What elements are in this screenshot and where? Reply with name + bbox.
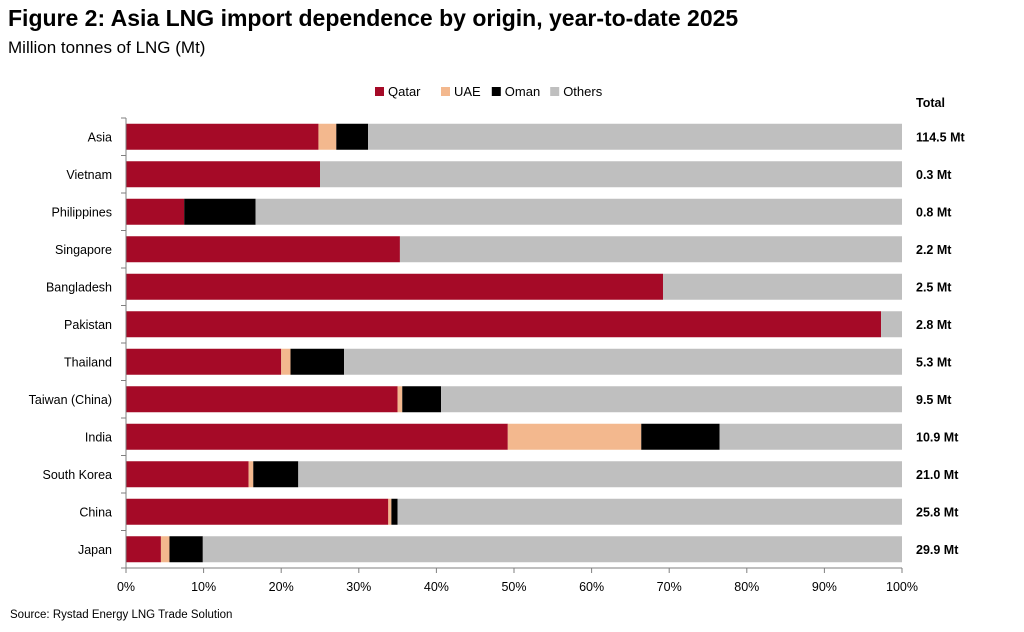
bar-south-korea-others: [298, 461, 903, 488]
bar-bangladesh-qatar: [126, 273, 663, 300]
total-label-philippines: 0.8 Mt: [916, 205, 952, 219]
x-tick-label-50: 50%: [501, 580, 526, 594]
total-label-bangladesh: 2.5 Mt: [916, 280, 952, 294]
bar-india-oman: [641, 423, 720, 450]
x-tick-label-90: 90%: [812, 580, 837, 594]
category-label-singapore: Singapore: [55, 243, 112, 257]
bar-japan-others: [202, 536, 903, 563]
bar-south-korea-uae: [248, 461, 254, 488]
x-tick-label-80: 80%: [734, 580, 759, 594]
total-label-japan: 29.9 Mt: [916, 543, 959, 557]
total-label-china: 25.8 Mt: [916, 505, 959, 519]
category-label-south-korea: South Korea: [43, 468, 113, 482]
bar-india-others: [719, 423, 902, 450]
bar-singapore-qatar: [126, 236, 400, 263]
x-tick-label-60: 60%: [579, 580, 604, 594]
bar-philippines-qatar: [126, 198, 185, 225]
category-label-japan: Japan: [78, 543, 112, 557]
source-note: Source: Rystad Energy LNG Trade Solution: [10, 609, 233, 621]
x-tick-label-0: 0%: [117, 580, 135, 594]
bar-asia-others: [368, 123, 902, 150]
x-tick-label-20: 20%: [269, 580, 294, 594]
bar-china-qatar: [126, 498, 389, 525]
bar-thailand-oman: [290, 348, 345, 375]
bar-thailand-qatar: [126, 348, 282, 375]
bar-china-others: [397, 498, 902, 525]
x-tick-label-40: 40%: [424, 580, 449, 594]
category-label-taiwan-china: Taiwan (China): [29, 393, 112, 407]
category-label-philippines: Philippines: [52, 205, 112, 219]
bar-south-korea-oman: [253, 461, 299, 488]
category-label-india: India: [85, 430, 112, 444]
bar-thailand-uae: [281, 348, 291, 375]
bar-china-uae: [388, 498, 392, 525]
legend-label-oman: Oman: [505, 84, 540, 99]
legend-swatch-oman: [491, 87, 501, 96]
bar-vietnam-others: [320, 161, 902, 188]
bar-india-uae: [507, 423, 642, 450]
category-label-thailand: Thailand: [64, 355, 112, 369]
bar-singapore-others: [399, 236, 902, 263]
bar-asia-qatar: [126, 123, 319, 150]
bar-pakistan-qatar: [126, 311, 882, 338]
bar-asia-uae: [318, 123, 337, 150]
chart-title: Figure 2: Asia LNG import dependence by …: [8, 5, 739, 31]
bar-india-qatar: [126, 423, 508, 450]
legend-swatch-others: [550, 87, 560, 96]
bar-pakistan-others: [881, 311, 902, 338]
bar-japan-qatar: [126, 536, 161, 563]
bar-south-korea-qatar: [126, 461, 249, 488]
total-label-asia: 114.5 Mt: [916, 130, 965, 144]
totals-header: Total: [916, 96, 945, 110]
bar-china-oman: [391, 498, 398, 525]
bar-asia-oman: [336, 123, 369, 150]
bar-japan-uae: [160, 536, 170, 563]
total-label-india: 10.9 Mt: [916, 430, 959, 444]
total-label-taiwan-china: 9.5 Mt: [916, 393, 952, 407]
category-label-pakistan: Pakistan: [64, 318, 112, 332]
chart-subtitle: Million tonnes of LNG (Mt): [8, 38, 206, 57]
legend-label-others: Others: [563, 84, 603, 99]
legend-swatch-qatar: [375, 87, 384, 96]
category-label-vietnam: Vietnam: [66, 168, 112, 182]
total-label-vietnam: 0.3 Mt: [916, 168, 952, 182]
x-tick-label-10: 10%: [191, 580, 216, 594]
bar-philippines-others: [255, 198, 903, 225]
x-tick-label-30: 30%: [346, 580, 371, 594]
total-label-south-korea: 21.0 Mt: [916, 468, 959, 482]
x-tick-label-100: 100%: [886, 580, 918, 594]
x-tick-label-70: 70%: [657, 580, 682, 594]
bar-taiwan-china-qatar: [126, 386, 398, 413]
legend-label-qatar: Qatar: [388, 84, 421, 99]
total-label-pakistan: 2.8 Mt: [916, 318, 952, 332]
legend-label-uae: UAE: [454, 84, 481, 99]
bar-philippines-oman: [184, 198, 256, 225]
bar-thailand-others: [344, 348, 902, 375]
bar-taiwan-china-oman: [402, 386, 442, 413]
category-label-asia: Asia: [88, 130, 112, 144]
legend-swatch-uae: [441, 87, 450, 96]
bar-bangladesh-others: [662, 273, 902, 300]
total-label-singapore: 2.2 Mt: [916, 243, 952, 257]
total-label-thailand: 5.3 Mt: [916, 355, 952, 369]
bar-taiwan-china-uae: [397, 386, 403, 413]
bar-vietnam-qatar: [126, 161, 320, 188]
category-label-china: China: [79, 505, 112, 519]
category-label-bangladesh: Bangladesh: [46, 280, 112, 294]
bar-taiwan-china-others: [441, 386, 902, 413]
bar-japan-oman: [169, 536, 203, 563]
